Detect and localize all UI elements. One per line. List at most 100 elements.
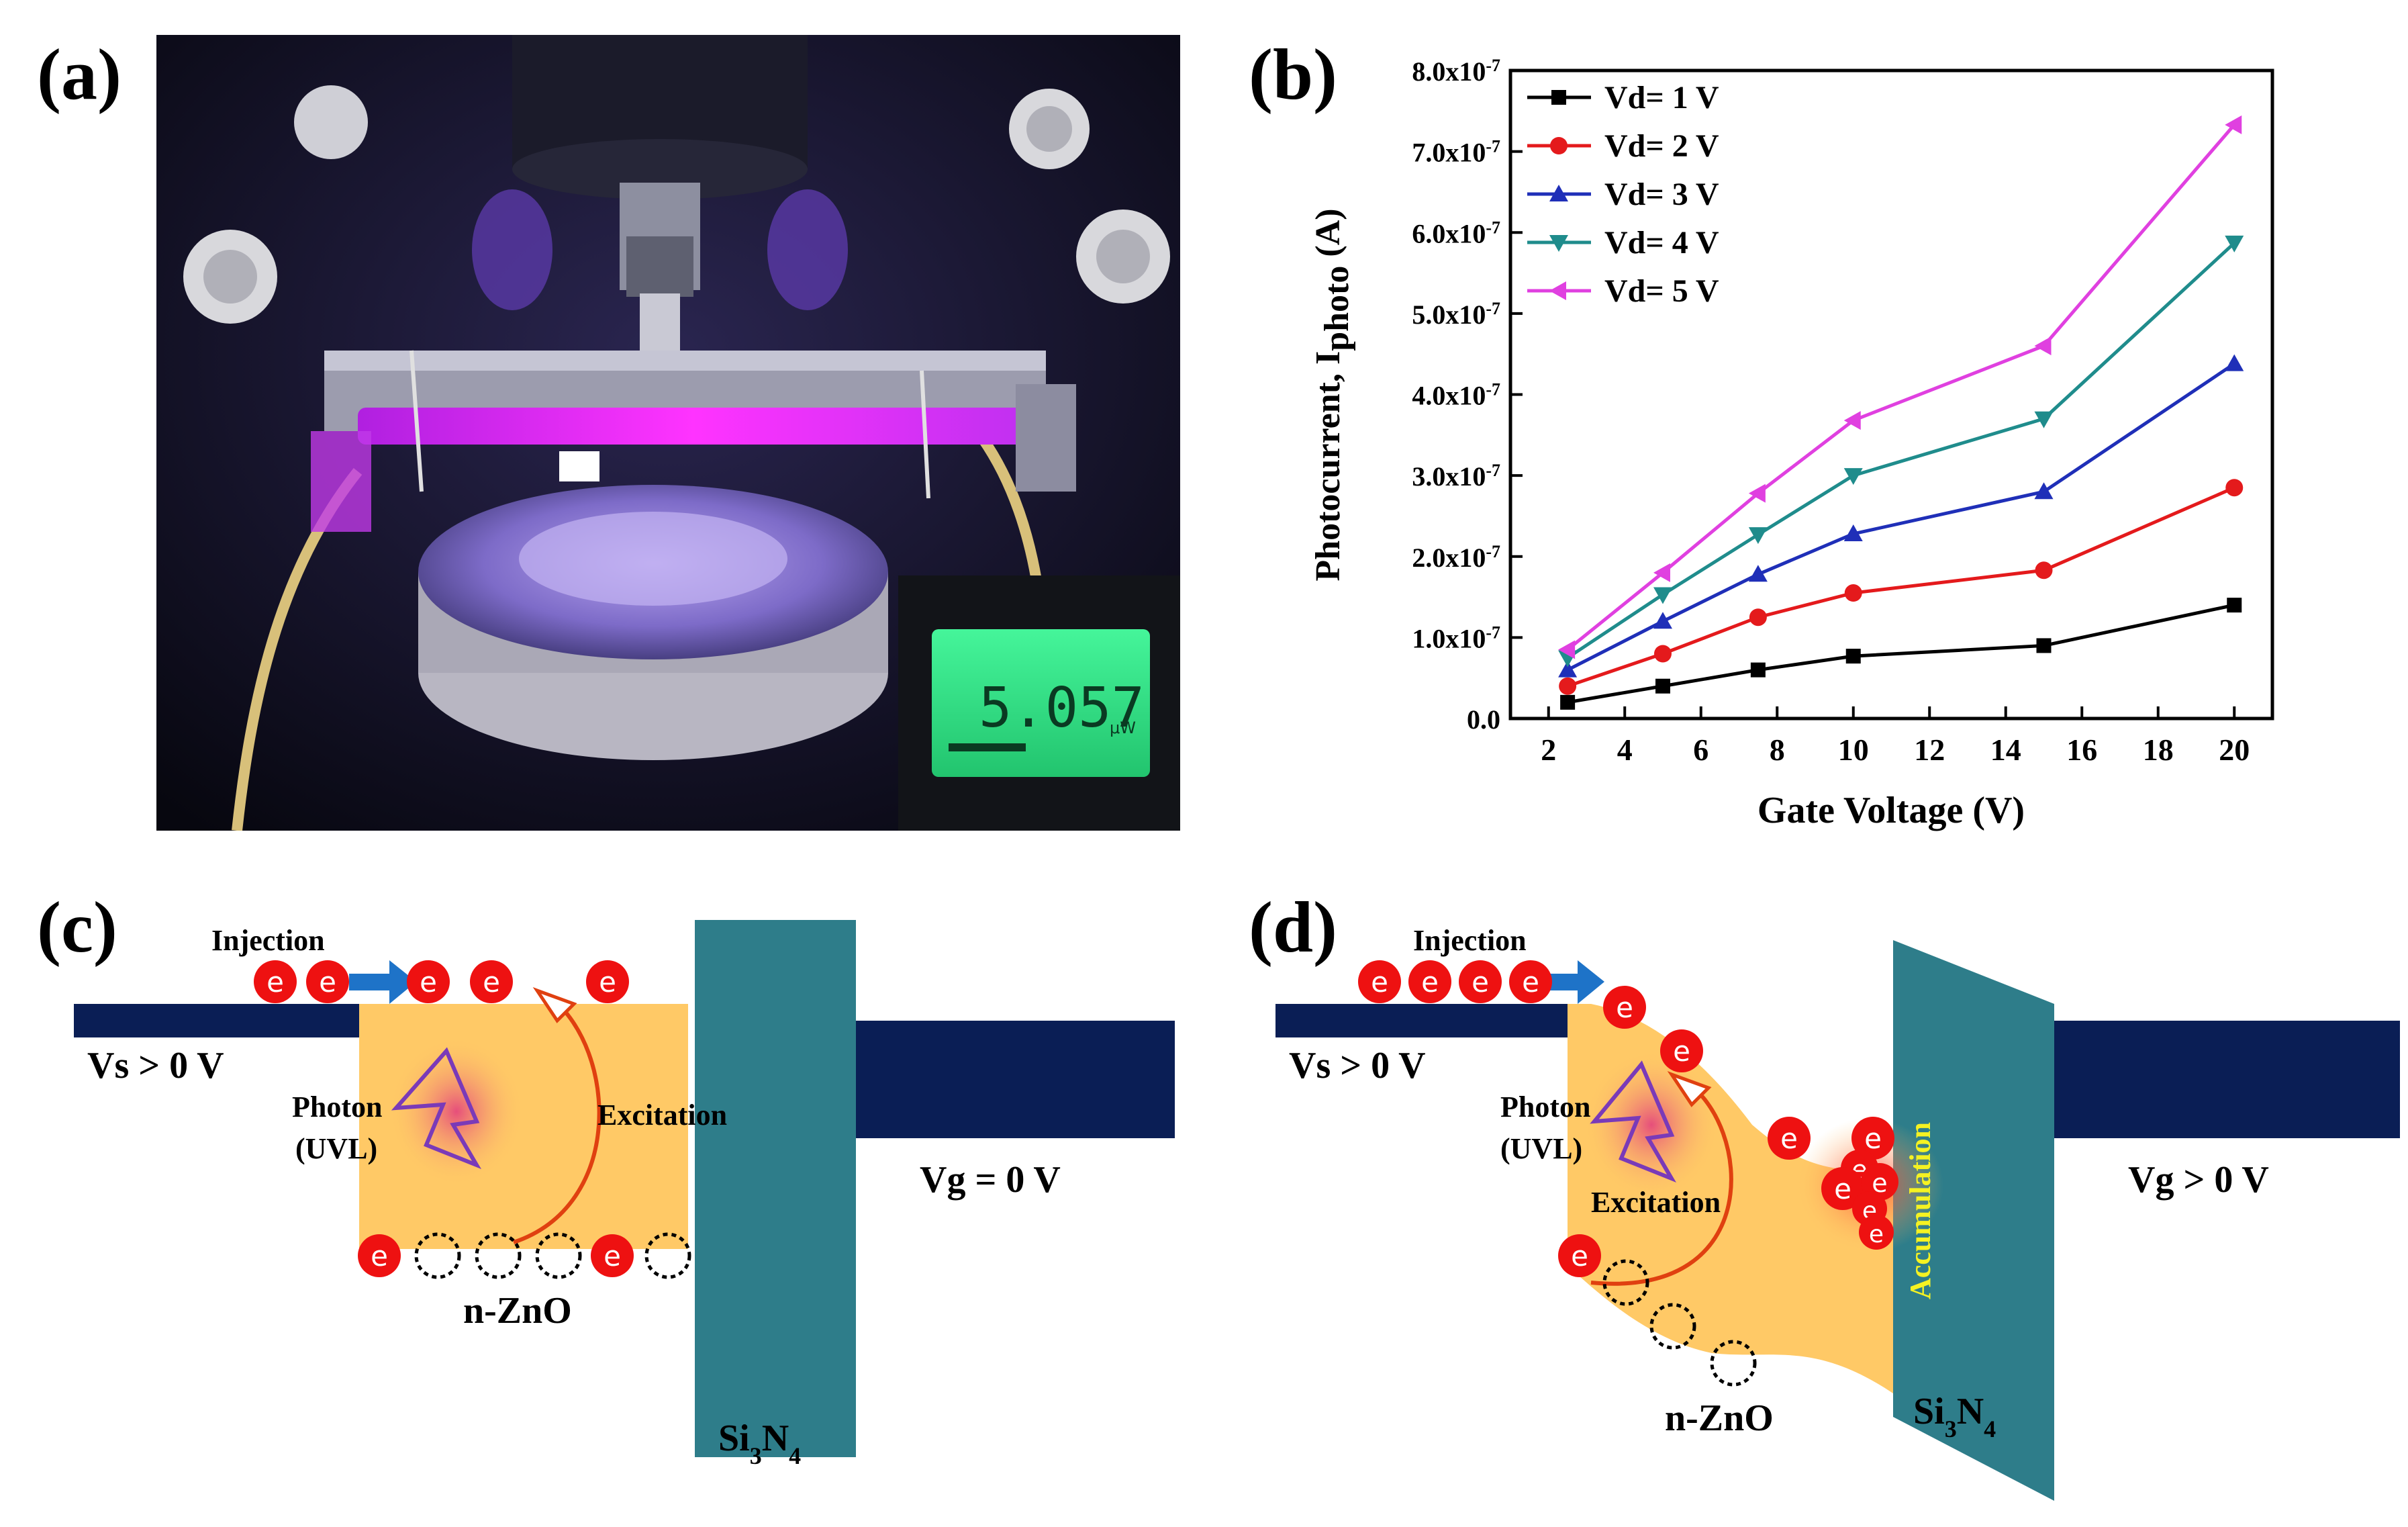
source-contact	[74, 1004, 396, 1037]
svg-text:e: e	[1864, 1122, 1882, 1155]
gate-contact	[2054, 1021, 2400, 1138]
series-line-vd4	[1566, 242, 2235, 659]
series-line-vd1	[1567, 603, 2235, 704]
data-point	[2034, 411, 2054, 428]
data-point	[2225, 235, 2244, 252]
electron: e	[1558, 1234, 1601, 1277]
data-point	[2035, 561, 2053, 580]
injection-arrow	[1544, 960, 1604, 1004]
data-point	[1748, 527, 1768, 545]
y-tick-label: 8.0x10-7	[1412, 56, 1500, 87]
hole	[414, 1232, 461, 1279]
data-point	[2034, 482, 2054, 500]
electron: e	[470, 960, 513, 1003]
y-axis-label: Photocurrent, Iphoto (A)	[1309, 208, 1356, 581]
data-point	[1559, 677, 1577, 695]
y-tick-label: 4.0x10-7	[1412, 379, 1500, 411]
electron: e	[586, 960, 629, 1003]
excitation-arrow	[1590, 1079, 1733, 1286]
panel-label-a: (a)	[37, 35, 122, 115]
svg-text:e: e	[1522, 966, 1539, 999]
hole	[1602, 1259, 1649, 1306]
legend-marker	[1549, 235, 1568, 252]
si3n4-insulator	[1893, 940, 2054, 1501]
photon-label: Photon	[1500, 1091, 1590, 1123]
y-tick-label: 1.0x10-7	[1412, 622, 1500, 654]
band-diagram-vg-positive: Injection Vs > 0 V Photon (UVL) Excitati…	[1275, 924, 2400, 1501]
vs-label: Vs > 0 V	[87, 1045, 224, 1086]
legend-marker	[1549, 281, 1566, 300]
data-point	[1749, 608, 1767, 627]
data-point	[1750, 662, 1766, 678]
svg-text:e: e	[267, 966, 284, 999]
panel-label-c: (c)	[37, 888, 117, 968]
accumulation-label: Accumulation	[1904, 1122, 1937, 1299]
svg-text:e: e	[1571, 1240, 1588, 1272]
legend-marker	[1549, 185, 1568, 201]
x-tick-label: 14	[1990, 733, 2021, 767]
x-tick-label: 20	[2219, 733, 2250, 767]
x-tick-label: 6	[1693, 733, 1708, 767]
photocurrent-chart: 2 4 6 8 10 12 14 16 18 20 0.0 1.0x10-7 2.0x10-7 3.0x1…	[1309, 56, 2274, 831]
electron: e	[306, 960, 349, 1003]
experimental-setup-photo: 5.057 μW	[156, 35, 1180, 831]
y-tick-label: 3.0x10-7	[1412, 461, 1500, 492]
data-point	[1843, 411, 1861, 430]
x-tick-label: 4	[1617, 733, 1633, 767]
material-label: n-ZnO	[1665, 1397, 1774, 1439]
x-tick-label: 8	[1770, 733, 1785, 767]
data-point	[1843, 468, 1863, 485]
svg-text:e: e	[319, 966, 336, 999]
insulator-label: Si3N4	[718, 1418, 801, 1469]
uvl-label: (UVL)	[295, 1132, 377, 1165]
legend-label: Vd= 5 V	[1604, 273, 1719, 309]
electron: e	[1660, 1029, 1703, 1072]
y-tick-label: 6.0x10-7	[1412, 218, 1500, 249]
y-tick-label: 7.0x10-7	[1412, 136, 1500, 168]
data-point	[1748, 483, 1766, 503]
photon-lightning-icon	[391, 1047, 481, 1170]
legend-label: Vd= 4 V	[1604, 225, 1719, 261]
electron: e	[1861, 1163, 1898, 1201]
legend-label: Vd= 2 V	[1604, 128, 1719, 164]
gate-contact	[856, 1021, 1175, 1138]
electron: e	[1603, 986, 1646, 1029]
excitation-arrow	[513, 995, 601, 1244]
power-meter-reading: 5.057	[979, 676, 1145, 740]
electron: e	[1408, 960, 1451, 1003]
data-point	[2225, 115, 2242, 134]
hole	[475, 1232, 522, 1279]
svg-text:e: e	[1834, 1172, 1851, 1205]
data-point	[2227, 598, 2242, 613]
hole	[1649, 1303, 1696, 1350]
electron: e	[1768, 1117, 1811, 1160]
series-line-vd5	[1566, 124, 2236, 651]
electron: e	[407, 960, 450, 1003]
source-contact	[1275, 1004, 1568, 1037]
series-line-vd3	[1566, 362, 2235, 672]
svg-text:e: e	[483, 966, 500, 999]
x-tick-label: 12	[1914, 733, 1945, 767]
svg-text:e: e	[371, 1240, 388, 1272]
svg-text:e: e	[1872, 1168, 1887, 1198]
data-point	[1748, 565, 1768, 582]
data-point	[1560, 694, 1576, 710]
svg-text:e: e	[1472, 966, 1489, 999]
si3n4-insulator	[695, 920, 856, 1457]
band-diagram-vg-zero: Injection Vs > 0 V Photon (UVL) Excitati…	[74, 920, 1175, 1469]
hole	[644, 1232, 691, 1279]
svg-text:e: e	[420, 966, 437, 999]
x-tick-label: 18	[2143, 733, 2174, 767]
hole	[535, 1232, 582, 1279]
data-point	[2225, 354, 2244, 371]
electron: e	[1459, 960, 1502, 1003]
legend-label: Vd= 1 V	[1604, 80, 1719, 115]
electron: e	[254, 960, 297, 1003]
data-point	[1843, 524, 1863, 541]
electron: e	[1509, 960, 1552, 1003]
panel-label-d: (d)	[1249, 888, 1337, 968]
legend-label: Vd= 3 V	[1604, 177, 1719, 212]
svg-text:e: e	[1869, 1221, 1884, 1248]
vg-label: Vg > 0 V	[2128, 1159, 2269, 1201]
excitation-label: Excitation	[1591, 1186, 1721, 1219]
